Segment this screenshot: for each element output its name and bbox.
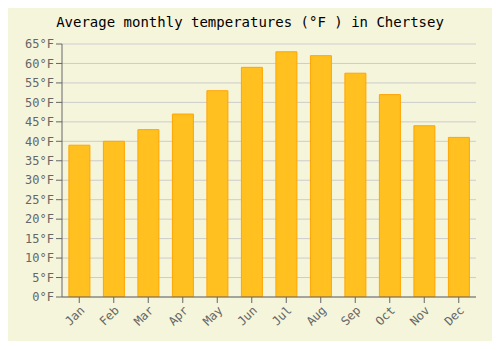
svg-text:Aug: Aug xyxy=(304,303,329,328)
svg-text:55°F: 55°F xyxy=(25,76,54,90)
svg-text:0°F: 0°F xyxy=(32,290,54,304)
svg-text:45°F: 45°F xyxy=(25,115,54,129)
svg-text:15°F: 15°F xyxy=(25,232,54,246)
svg-text:40°F: 40°F xyxy=(25,135,54,149)
svg-text:60°F: 60°F xyxy=(25,57,54,71)
html-text:Average monthly temperatures (: Average monthly temperatures (°F ) in Ch… xyxy=(56,14,444,30)
svg-text:Jul: Jul xyxy=(269,303,294,328)
svg-text:25°F: 25°F xyxy=(25,193,54,207)
svg-text:Oct: Oct xyxy=(373,303,398,328)
svg-text:5°F: 5°F xyxy=(32,271,54,285)
svg-text:10°F: 10°F xyxy=(25,251,54,265)
svg-text:Feb: Feb xyxy=(97,303,122,328)
svg-text:35°F: 35°F xyxy=(25,154,54,168)
svg-text:Sep: Sep xyxy=(338,303,363,328)
svg-text:20°F: 20°F xyxy=(25,212,54,226)
svg-text:50°F: 50°F xyxy=(25,96,54,110)
svg-text:May: May xyxy=(200,303,225,328)
svg-text:Apr: Apr xyxy=(166,303,191,328)
svg-text:Nov: Nov xyxy=(407,303,432,328)
svg-text:65°F: 65°F xyxy=(25,37,54,51)
svg-text:Mar: Mar xyxy=(131,303,156,328)
svg-text:Jun: Jun xyxy=(235,303,260,328)
svg-text:Jan: Jan xyxy=(62,303,87,328)
svg-text:30°F: 30°F xyxy=(25,173,54,187)
svg-text:Dec: Dec xyxy=(442,303,467,328)
